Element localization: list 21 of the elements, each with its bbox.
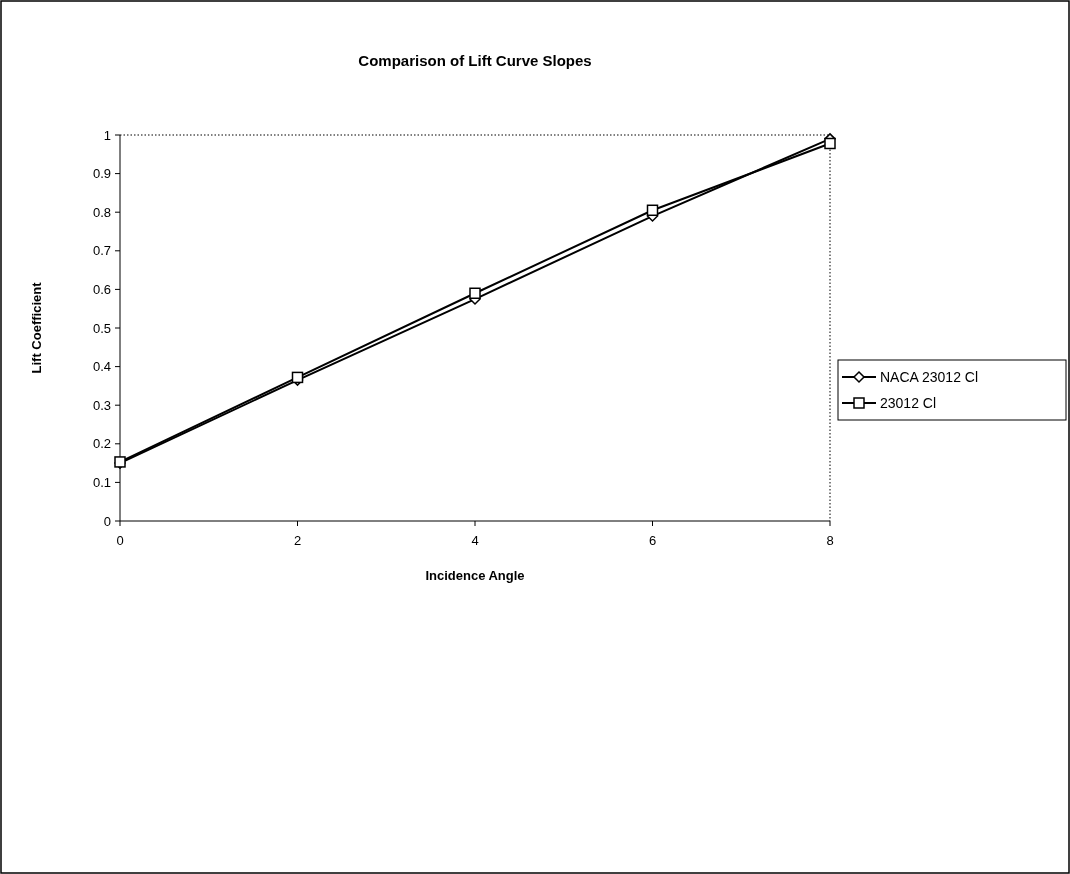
y-tick-label: 0.5 xyxy=(92,320,111,336)
x-tick-label: 6 xyxy=(648,533,657,548)
x-tick-label: 0 xyxy=(116,533,124,548)
x-axis-title: Incidence Angle xyxy=(425,568,525,583)
y-tick-label: 0 xyxy=(103,513,111,529)
y-tick-label: 0.7 xyxy=(92,243,111,259)
y-tick-label: 0.6 xyxy=(92,281,111,297)
y-tick-label: 0.2 xyxy=(92,436,111,452)
x-tick-label: 8 xyxy=(826,533,834,548)
x-tick-label: 4 xyxy=(471,533,479,548)
y-tick-label: 0.8 xyxy=(92,204,111,220)
y-tick-label: 1 xyxy=(103,127,111,143)
y-tick-label: 0.9 xyxy=(92,166,111,182)
legend-label: 23012 Cl xyxy=(880,394,937,411)
x-tick-label: 2 xyxy=(293,533,302,548)
y-axis-title: Lift Coefficient xyxy=(29,281,44,374)
chart-title: Comparison of Lift Curve Slopes xyxy=(358,52,592,69)
y-tick-label: 0.4 xyxy=(92,359,111,375)
y-tick-label: 0.3 xyxy=(92,397,111,413)
y-tick-label: 0.1 xyxy=(92,474,111,490)
legend-label: NACA 23012 Cl xyxy=(880,368,979,385)
